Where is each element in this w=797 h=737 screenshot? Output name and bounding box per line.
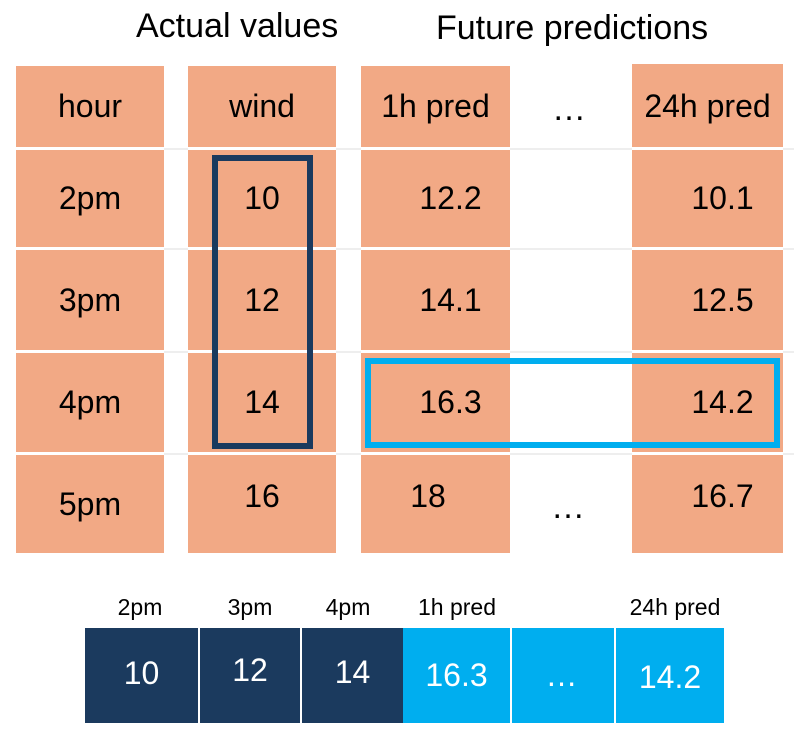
seq-value: 14.2 (638, 659, 702, 695)
seq-value: 10 (123, 654, 160, 691)
row-separator (632, 247, 783, 250)
actual-sequence-block (85, 628, 403, 723)
cell-hour: 3pm (58, 281, 122, 318)
prediction-row-highlight (365, 358, 780, 448)
cell-hour: 2pm (58, 180, 122, 216)
pred-24h-column (632, 64, 783, 553)
header-1h-pred: 1h pred (381, 88, 490, 124)
seq-label: 4pm (325, 594, 371, 620)
seq-divider (510, 628, 512, 723)
seq-label: 1h pred (417, 594, 496, 620)
seq-ellipsis: … (545, 657, 581, 693)
cell-pred-1h: 14.1 (419, 281, 482, 318)
future-predictions-heading: Future predictions (436, 9, 709, 47)
row-separator (632, 452, 783, 455)
cell-pred-1h: 18 (410, 477, 446, 514)
header-24h-pred: 24h pred (644, 88, 771, 124)
cell-wind: 12 (244, 281, 280, 318)
seq-value: 12 (232, 651, 268, 688)
cell-pred-24h: 14.2 (691, 384, 754, 420)
seq-label: 24h pred (629, 594, 721, 620)
ellipsis-header: … (552, 90, 589, 128)
seq-divider (300, 628, 302, 723)
seq-divider (198, 628, 200, 735)
header-hour: hour (57, 88, 123, 124)
row-separator (188, 452, 336, 455)
row-separator (16, 350, 164, 353)
row-separator (361, 247, 510, 250)
row-separator (361, 452, 510, 455)
row-separator (188, 350, 336, 353)
row-separator (632, 350, 783, 353)
cell-pred-24h: 10.1 (691, 180, 754, 216)
seq-label: 3pm (227, 594, 273, 620)
row-separator (188, 247, 336, 250)
row-separator (16, 147, 164, 150)
seq-label: 2pm (117, 594, 163, 620)
cell-wind: 16 (244, 477, 280, 514)
prediction-sequence-block (403, 628, 724, 723)
seq-value: 14 (334, 653, 371, 690)
cell-wind: 14 (244, 384, 280, 420)
row-separator (632, 147, 783, 150)
cell-hour: 5pm (58, 485, 122, 522)
row-separator (16, 452, 164, 455)
seq-divider (614, 628, 616, 723)
row-separator (361, 147, 510, 150)
cell-wind: 10 (244, 180, 280, 216)
cell-pred-24h: 12.5 (691, 281, 754, 318)
seq-value: 16.3 (425, 657, 488, 693)
input-window-highlight (212, 155, 313, 449)
cell-pred-24h: 16.7 (691, 477, 754, 514)
cell-hour: 4pm (58, 384, 122, 420)
row-separator (16, 247, 164, 250)
header-wind: wind (229, 88, 295, 124)
row-separator (188, 147, 336, 150)
cell-pred-1h: 16.3 (419, 384, 482, 420)
ellipsis-row: … (551, 488, 588, 526)
row-separator (361, 350, 510, 353)
cell-pred-1h: 12.2 (419, 180, 482, 216)
actual-values-heading: Actual values (136, 7, 339, 45)
